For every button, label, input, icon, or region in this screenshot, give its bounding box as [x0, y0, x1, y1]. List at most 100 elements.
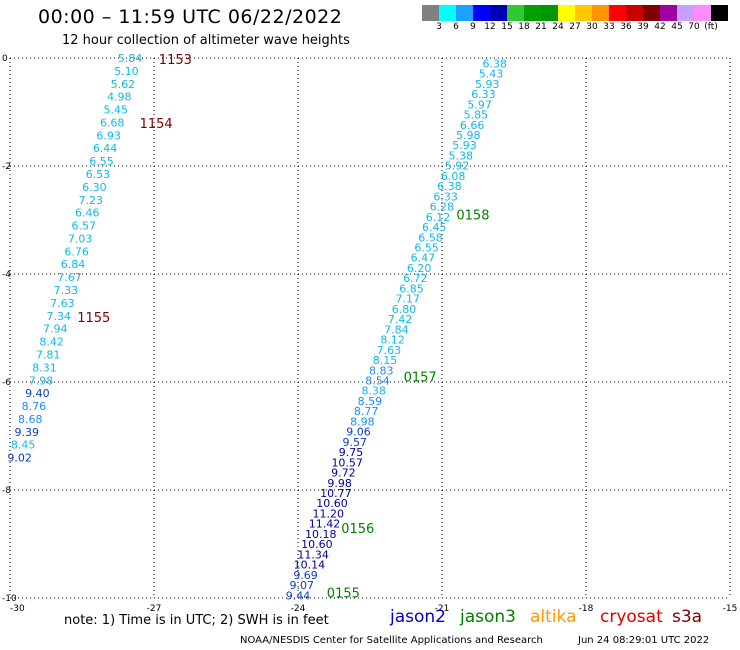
- color-swatch: [575, 5, 592, 21]
- color-swatch: [677, 5, 694, 21]
- wave-height-label-east: 5.38: [448, 149, 473, 162]
- wave-height-label-east: 6.85: [399, 282, 424, 295]
- x-tick-label: -24: [291, 604, 306, 614]
- color-scale-label: 30: [586, 22, 598, 32]
- generated-timestamp: Jun 24 08:29:01 UTC 2022: [578, 635, 710, 646]
- color-swatch: [507, 5, 524, 21]
- wave-height-label-west: 5.10: [114, 65, 139, 78]
- color-scale-label: 42: [654, 22, 666, 32]
- wave-height-label-west: 7.81: [36, 348, 61, 361]
- page-title: 00:00 – 11:59 UTC 06/22/2022: [38, 6, 343, 28]
- wave-height-label-west: 8.45: [11, 439, 36, 452]
- wave-height-label-east: 10.60: [316, 497, 348, 510]
- pass-time-label: 0155: [327, 587, 360, 602]
- wave-height-label-east: 5.98: [456, 129, 481, 142]
- x-tick-label: -30: [10, 604, 25, 614]
- wave-height-label-west: 9.39: [14, 426, 39, 439]
- wave-height-label-west: 6.30: [82, 181, 107, 194]
- wave-height-label-west: 8.42: [39, 336, 64, 349]
- color-scale-label: 70: [688, 22, 700, 32]
- wave-height-label-west: 6.44: [93, 142, 118, 155]
- satellite-cryosat: cryosat: [600, 607, 663, 627]
- wave-height-label-east: 6.80: [392, 303, 417, 316]
- satellite-jason2: jason2: [390, 607, 446, 627]
- color-swatch: [609, 5, 626, 21]
- wave-height-label-east: 5.97: [467, 98, 492, 111]
- pass-time-label: 0156: [341, 522, 374, 537]
- satellite-s3a: s3a: [672, 607, 703, 627]
- wave-height-label-west: 7.23: [79, 194, 104, 207]
- wave-height-label-east: 6.33: [471, 88, 496, 101]
- wave-height-label-east: 10.77: [320, 487, 352, 500]
- wave-height-label-west: 7.98: [29, 374, 54, 387]
- color-swatch: [422, 5, 439, 21]
- wave-height-label-west: 9.02: [7, 452, 32, 465]
- wave-height-label-east: 8.12: [380, 334, 405, 347]
- wave-height-label-west: 4.98: [107, 91, 132, 104]
- wave-height-label-east: 6.28: [430, 201, 455, 214]
- page-subtitle: 12 hour collection of altimeter wave hei…: [62, 33, 350, 48]
- wave-height-label-west: 6.57: [71, 220, 96, 233]
- color-scale-label: 9: [470, 22, 476, 32]
- x-tick-label: -27: [147, 604, 162, 614]
- wave-height-label-east: 11.20: [313, 507, 345, 520]
- wave-height-label-east: 11.42: [309, 518, 341, 531]
- wave-height-label-east: 7.84: [384, 323, 409, 336]
- color-swatch: [456, 5, 473, 21]
- color-swatch: [694, 5, 711, 21]
- color-swatch: [643, 5, 660, 21]
- wave-height-label-east: 9.44: [286, 589, 311, 602]
- wave-height-label-east: 8.38: [361, 385, 386, 398]
- wave-height-label-east: 10.14: [294, 559, 326, 572]
- color-scale-label: (ft): [704, 22, 718, 32]
- color-swatch: [473, 5, 490, 21]
- wave-height-label-west: 7.34: [47, 310, 72, 323]
- wave-height-label-west: 7.67: [57, 271, 82, 284]
- wave-height-label-east: 6.08: [441, 170, 466, 183]
- pass-time-label: 0158: [456, 209, 489, 224]
- wave-height-label-west: 6.55: [89, 155, 114, 168]
- wave-height-label-west: 6.93: [96, 129, 121, 142]
- wave-height-label-east: 10.18: [305, 528, 337, 541]
- wave-height-label-east: 9.06: [346, 426, 371, 439]
- color-swatch: [626, 5, 643, 21]
- wave-height-label-east: 9.69: [293, 569, 318, 582]
- color-scale-label: 18: [518, 22, 530, 32]
- wave-height-label-west: 5.62: [111, 78, 136, 91]
- wave-height-label-east: 8.83: [369, 364, 394, 377]
- wave-height-label-east: 6.38: [483, 57, 508, 70]
- wave-height-label-west: 8.76: [22, 400, 47, 413]
- credit-text: NOAA/NESDIS Center for Satellite Applica…: [240, 635, 543, 646]
- wave-height-label-west: 6.46: [75, 207, 100, 220]
- y-tick-label: -4: [2, 270, 11, 280]
- pass-time-label: 1154: [140, 117, 173, 132]
- wave-height-label-east: 6.20: [407, 262, 432, 275]
- wave-height-label-east: 5.43: [479, 68, 504, 81]
- wave-height-label-west: 7.63: [50, 297, 75, 310]
- y-tick-label: -2: [2, 162, 11, 172]
- color-scale-label: 21: [535, 22, 547, 32]
- wave-height-label-east: 7.17: [396, 293, 421, 306]
- wave-height-label-west: 9.40: [25, 387, 50, 400]
- wave-height-label-east: 5.93: [475, 78, 500, 91]
- footer-note: note: 1) Time is in UTC; 2) SWH is in fe…: [64, 613, 329, 628]
- wave-height-label-west: 7.33: [54, 284, 79, 297]
- y-tick-label: 0: [2, 54, 8, 64]
- wave-height-label-east: 7.63: [377, 344, 402, 357]
- wave-height-label-west: 6.53: [86, 168, 111, 181]
- wave-height-label-east: 5.92: [445, 160, 470, 173]
- wave-height-label-west: 7.94: [43, 323, 68, 336]
- wave-height-label-east: 10.57: [331, 456, 363, 469]
- y-tick-label: -8: [2, 486, 11, 496]
- wave-height-label-east: 8.98: [350, 415, 375, 428]
- x-tick-label: -18: [579, 604, 594, 614]
- wave-height-label-west: 7.03: [68, 232, 93, 245]
- wave-height-label-east: 6.33: [433, 190, 458, 203]
- wave-height-label-east: 9.57: [343, 436, 368, 449]
- color-scale-label: 36: [620, 22, 632, 32]
- wave-height-label-east: 8.15: [373, 354, 398, 367]
- wave-height-label-east: 6.66: [460, 119, 485, 132]
- y-tick-label: -10: [2, 594, 17, 604]
- color-swatch: [524, 5, 541, 21]
